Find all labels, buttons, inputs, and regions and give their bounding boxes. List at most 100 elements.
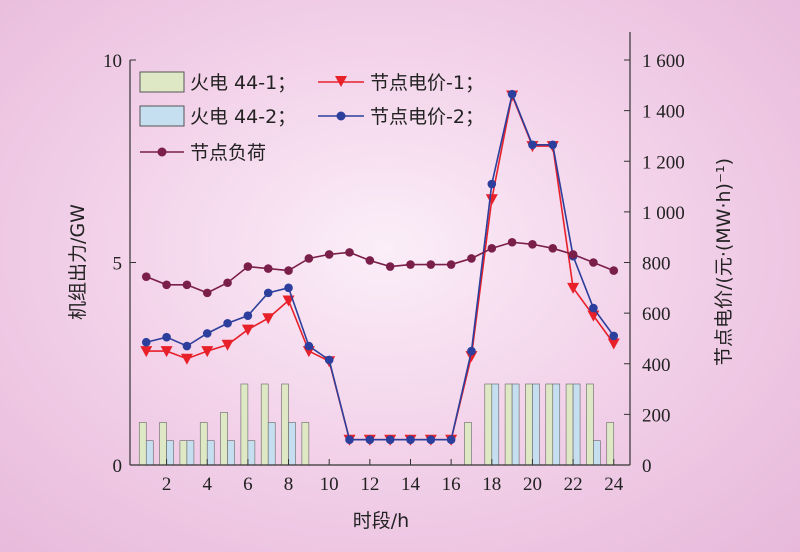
series-3-point-18 <box>487 244 497 253</box>
y-right-tick-label-200: 200 <box>642 405 671 426</box>
series-1-point-1 <box>140 346 153 358</box>
series-2-point-23 <box>589 303 598 313</box>
legend-label-line1: 节点电价-1； <box>370 72 484 94</box>
series-3-point-12 <box>365 256 375 265</box>
bar-1-20 <box>525 383 533 466</box>
x-tick-label-6: 6 <box>243 474 253 495</box>
bar-2-18 <box>491 383 500 466</box>
bars-layer <box>138 383 615 466</box>
series-3-point-6 <box>243 262 253 271</box>
bar-1-1 <box>138 422 147 466</box>
series-1-point-7 <box>262 313 275 325</box>
series-3-point-7 <box>263 264 273 273</box>
legend-label-line2: 节点电价-2； <box>370 106 484 128</box>
series-2-point-16 <box>446 435 456 444</box>
series-3-point-15 <box>426 260 436 269</box>
bar-1-19 <box>504 383 513 466</box>
y-left-tick-label-0: 0 <box>113 456 123 477</box>
series-3-point-9 <box>304 254 314 263</box>
legend-marker-line1 <box>335 76 347 87</box>
bar-1-4 <box>199 422 208 466</box>
legend-swatch-bar1 <box>139 71 185 93</box>
series-2-point-2 <box>162 332 171 342</box>
series-1-point-2 <box>160 346 173 358</box>
series-2-point-14 <box>406 435 415 444</box>
y-left-tick-label-10: 10 <box>103 51 122 72</box>
bar-2-19 <box>511 383 520 466</box>
legend-label-bar1: 火电 44-1； <box>190 72 296 94</box>
bar-2-23 <box>593 440 601 466</box>
legend-marker-line2 <box>336 111 346 121</box>
x-tick-label-24: 24 <box>604 474 624 495</box>
series-2-point-24 <box>609 331 619 341</box>
series-3-point-13 <box>385 262 395 271</box>
series-3-point-8 <box>284 266 293 275</box>
bar-2-7 <box>267 422 276 466</box>
right-axis-title: 节点电价/(元·(MW·h)⁻¹) <box>713 158 735 366</box>
x-tick-label-16: 16 <box>442 474 461 495</box>
bar-2-1 <box>145 440 154 466</box>
x-tick-label-22: 22 <box>564 474 583 495</box>
series-3-point-5 <box>223 278 232 288</box>
bar-1-8 <box>281 383 289 466</box>
series-3-point-23 <box>589 258 598 267</box>
series-2-point-9 <box>304 341 314 351</box>
bar-1-6 <box>240 383 249 466</box>
y-right-tick-label-1600: 1 600 <box>642 51 685 72</box>
series-2-point-5 <box>223 318 232 328</box>
series-2-point-17 <box>467 346 476 356</box>
y-right-tick-label-400: 400 <box>642 355 671 376</box>
series-1-point-24 <box>607 338 620 350</box>
series-3-point-4 <box>202 288 212 298</box>
series-3-point-14 <box>406 260 415 269</box>
series-3-point-16 <box>446 260 456 269</box>
bar-2-5 <box>227 440 235 466</box>
bar-1-7 <box>260 383 269 466</box>
bar-1-24 <box>606 422 615 466</box>
bar-2-22 <box>572 383 581 466</box>
bar-2-20 <box>532 383 540 466</box>
bar-1-17 <box>464 422 472 466</box>
series-2-point-10 <box>324 355 334 365</box>
bar-2-6 <box>247 440 256 466</box>
bar-2-3 <box>186 440 195 466</box>
series-3-point-11 <box>345 248 354 257</box>
y-left-tick-label-5: 5 <box>113 254 123 275</box>
series-2-point-15 <box>426 435 436 444</box>
x-tick-label-8: 8 <box>284 474 294 495</box>
legend-marker-line3 <box>157 147 167 157</box>
series-2-point-1 <box>141 337 151 347</box>
bar-1-21 <box>545 383 554 466</box>
series-3-point-1 <box>141 272 151 281</box>
series-1-point-5 <box>221 339 234 351</box>
y-right-tick-label-800: 800 <box>642 254 671 275</box>
series-3-point-3 <box>182 280 192 290</box>
series-2-point-3 <box>182 341 192 351</box>
series-2-point-8 <box>284 283 293 293</box>
bar-1-18 <box>484 383 493 466</box>
series-2-point-11 <box>345 435 354 444</box>
series-3-point-21 <box>548 244 558 253</box>
series-3-point-17 <box>467 254 476 263</box>
x-tick-label-12: 12 <box>360 474 379 495</box>
legend-label-line3: 节点负荷 <box>190 142 266 164</box>
bar-2-4 <box>206 440 215 466</box>
series-2-point-18 <box>487 179 497 189</box>
legend: 火电 44-1； 节点电价-1； 火电 44-2； 节点电价-2； 节点负荷 <box>139 71 484 164</box>
x-tick-label-20: 20 <box>523 474 542 495</box>
series-3-point-22 <box>568 250 578 259</box>
y-right-tick-label-600: 600 <box>642 304 671 325</box>
lines-layer <box>140 89 620 446</box>
bar-1-23 <box>586 383 594 466</box>
series-2-point-21 <box>548 140 558 150</box>
series-2-point-6 <box>243 311 253 320</box>
bar-2-8 <box>288 422 296 466</box>
x-tick-label-18: 18 <box>482 474 501 495</box>
y-right-tick-label-0: 0 <box>642 456 652 477</box>
bar-1-3 <box>179 440 188 466</box>
series-3-point-24 <box>609 266 619 275</box>
series-2-point-20 <box>528 140 537 150</box>
series-2-point-7 <box>263 288 273 298</box>
series-1-point-6 <box>241 324 254 336</box>
